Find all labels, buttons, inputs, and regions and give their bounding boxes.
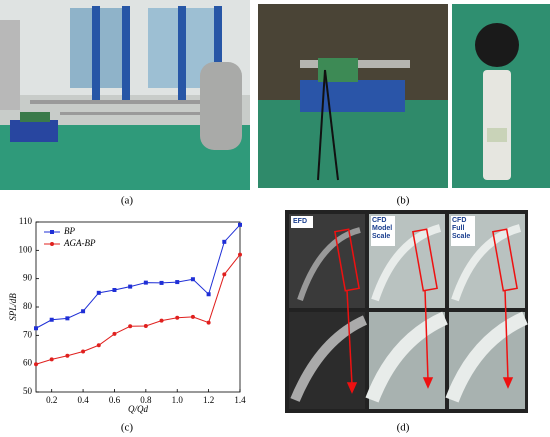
point bbox=[34, 362, 38, 367]
point bbox=[159, 318, 164, 323]
x-tick-label: 0.6 bbox=[109, 395, 121, 405]
point bbox=[49, 317, 54, 322]
legend-label: AGA-BP bbox=[63, 238, 96, 248]
point bbox=[128, 324, 133, 329]
photo-pump bbox=[258, 4, 550, 188]
panel-label: (a) bbox=[121, 195, 134, 207]
y-axis-label: SPL/dB bbox=[8, 293, 18, 321]
cfd-label-box: CFD Model Scale bbox=[372, 217, 393, 240]
series-line bbox=[35, 224, 241, 329]
panel-label: (b) bbox=[397, 195, 410, 207]
x-tick-label: 1.2 bbox=[203, 395, 214, 405]
point bbox=[34, 326, 38, 331]
y-tick-label: 100 bbox=[19, 244, 33, 254]
point bbox=[112, 288, 117, 292]
point bbox=[65, 353, 70, 358]
point bbox=[175, 280, 180, 285]
cfd-images bbox=[285, 210, 528, 413]
legend-marker bbox=[50, 230, 54, 234]
y-tick-label: 60 bbox=[23, 358, 33, 368]
point bbox=[159, 280, 164, 285]
x-tick-label: 1.0 bbox=[172, 395, 184, 405]
y-tick-label: 50 bbox=[23, 386, 33, 396]
point bbox=[96, 343, 101, 348]
y-tick-label: 70 bbox=[23, 329, 33, 339]
point bbox=[222, 239, 227, 244]
point bbox=[128, 284, 133, 289]
point bbox=[112, 331, 117, 336]
cfd-label: EFD bbox=[293, 218, 307, 225]
point bbox=[143, 280, 148, 285]
point bbox=[175, 315, 180, 320]
x-tick-label: 0.2 bbox=[46, 395, 57, 405]
cfd-label: CFD Model Scale bbox=[372, 217, 393, 240]
point bbox=[238, 222, 242, 227]
point bbox=[238, 252, 242, 257]
point bbox=[49, 357, 54, 362]
x-tick-label: 1.4 bbox=[234, 395, 246, 405]
point bbox=[222, 272, 227, 277]
point bbox=[206, 292, 211, 297]
y-tick-label: 110 bbox=[19, 216, 33, 226]
point bbox=[190, 277, 195, 282]
point bbox=[96, 290, 101, 295]
panel-label: (c) bbox=[121, 422, 134, 434]
point bbox=[81, 309, 86, 314]
x-tick-label: 0.4 bbox=[77, 395, 89, 405]
point bbox=[81, 349, 86, 354]
photo-lab bbox=[0, 0, 250, 190]
cfd-label: CFD Full Scale bbox=[452, 217, 471, 240]
y-tick-label: 90 bbox=[23, 273, 33, 283]
point bbox=[143, 323, 148, 328]
panel-label: (d) bbox=[397, 422, 410, 434]
x-axis-label: Q/Qd bbox=[128, 404, 148, 414]
series-line bbox=[35, 254, 241, 365]
cfd-label-box: CFD Full Scale bbox=[452, 217, 471, 240]
point bbox=[190, 314, 195, 319]
x-tick-label: 0.8 bbox=[140, 395, 152, 405]
legend-label: BP bbox=[64, 226, 75, 236]
cfd-label-box: EFD bbox=[293, 218, 307, 225]
point bbox=[206, 320, 211, 325]
point bbox=[65, 316, 70, 321]
y-tick-label: 80 bbox=[23, 301, 33, 311]
legend-marker bbox=[50, 242, 54, 246]
